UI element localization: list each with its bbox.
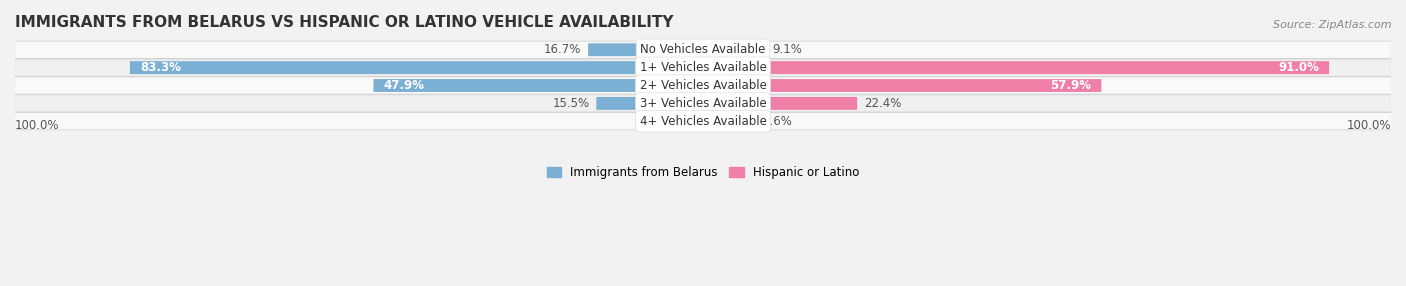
Text: No Vehicles Available: No Vehicles Available: [640, 43, 766, 56]
Text: 57.9%: 57.9%: [1050, 79, 1091, 92]
Text: 9.1%: 9.1%: [772, 43, 803, 56]
Text: 91.0%: 91.0%: [1278, 61, 1319, 74]
Text: 16.7%: 16.7%: [544, 43, 581, 56]
FancyBboxPatch shape: [703, 115, 755, 128]
FancyBboxPatch shape: [14, 95, 1392, 112]
FancyBboxPatch shape: [14, 113, 1392, 130]
Text: 15.5%: 15.5%: [553, 97, 589, 110]
Text: 22.4%: 22.4%: [865, 97, 901, 110]
Text: 4+ Vehicles Available: 4+ Vehicles Available: [640, 115, 766, 128]
FancyBboxPatch shape: [703, 97, 858, 110]
Text: Source: ZipAtlas.com: Source: ZipAtlas.com: [1274, 20, 1392, 30]
FancyBboxPatch shape: [703, 79, 1101, 92]
Text: 3+ Vehicles Available: 3+ Vehicles Available: [640, 97, 766, 110]
Text: 100.0%: 100.0%: [1347, 119, 1391, 132]
Text: 2+ Vehicles Available: 2+ Vehicles Available: [640, 79, 766, 92]
Text: 47.9%: 47.9%: [384, 79, 425, 92]
Text: 83.3%: 83.3%: [141, 61, 181, 74]
Text: 100.0%: 100.0%: [15, 119, 59, 132]
FancyBboxPatch shape: [14, 59, 1392, 76]
Text: 1+ Vehicles Available: 1+ Vehicles Available: [640, 61, 766, 74]
FancyBboxPatch shape: [374, 79, 703, 92]
Legend: Immigrants from Belarus, Hispanic or Latino: Immigrants from Belarus, Hispanic or Lat…: [547, 166, 859, 179]
FancyBboxPatch shape: [129, 61, 703, 74]
Text: 4.7%: 4.7%: [634, 115, 664, 128]
FancyBboxPatch shape: [703, 43, 766, 56]
FancyBboxPatch shape: [14, 41, 1392, 58]
FancyBboxPatch shape: [703, 61, 1329, 74]
FancyBboxPatch shape: [14, 77, 1392, 94]
Text: IMMIGRANTS FROM BELARUS VS HISPANIC OR LATINO VEHICLE AVAILABILITY: IMMIGRANTS FROM BELARUS VS HISPANIC OR L…: [15, 15, 673, 30]
FancyBboxPatch shape: [588, 43, 703, 56]
FancyBboxPatch shape: [671, 115, 703, 128]
FancyBboxPatch shape: [596, 97, 703, 110]
Text: 7.6%: 7.6%: [762, 115, 792, 128]
